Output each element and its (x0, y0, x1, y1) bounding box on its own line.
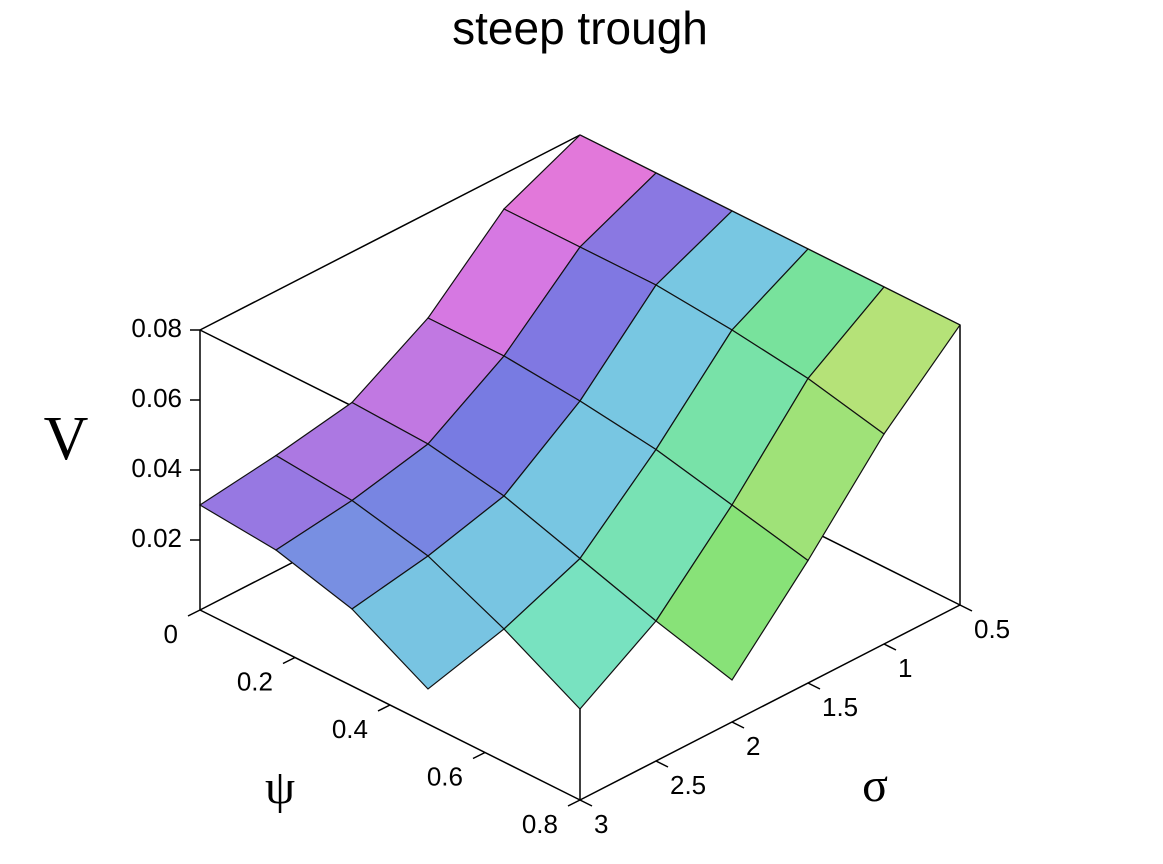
x-tick-label: 0.4 (332, 714, 368, 744)
x-tick-label: 0.8 (522, 809, 558, 839)
y-tick (579, 799, 593, 807)
x-axis-label: ψ (265, 761, 295, 814)
z-tick-label: 0.08 (131, 313, 182, 343)
y-tick-label: 0.5 (974, 614, 1010, 644)
y-tick-label: 2.5 (670, 770, 706, 800)
x-tick (567, 799, 581, 807)
y-tick-label: 2 (746, 731, 760, 761)
y-tick (655, 760, 669, 768)
y-axis-label: σ (862, 759, 888, 812)
z-tick-label: 0.06 (131, 383, 182, 413)
x-tick (282, 656, 296, 665)
x-tick-label: 0.6 (427, 761, 463, 791)
z-axis-label: V (44, 405, 89, 473)
z-tick-label: 0.02 (131, 523, 182, 553)
surface-patch (655, 504, 809, 681)
box-edge (199, 134, 581, 331)
x-tick-label: 0.2 (237, 666, 273, 696)
z-label-box (30, 370, 105, 510)
x-tick-label: 0 (164, 619, 178, 649)
y-tick (731, 721, 745, 729)
y-tick (883, 643, 897, 651)
z-tick-label: 0.04 (131, 453, 182, 483)
y-tick (959, 604, 973, 612)
y-tick-label: 3 (594, 809, 608, 839)
x-tick (377, 704, 391, 712)
y-tick (807, 682, 821, 690)
y-tick-label: 1 (898, 653, 912, 683)
x-tick (187, 609, 201, 617)
box-edge (579, 604, 961, 801)
surface-patch (503, 557, 657, 710)
y-tick-label: 1.5 (822, 692, 858, 722)
x-tick (472, 751, 486, 760)
chart-title: steep trough (452, 2, 708, 54)
surface-patch (351, 555, 505, 690)
